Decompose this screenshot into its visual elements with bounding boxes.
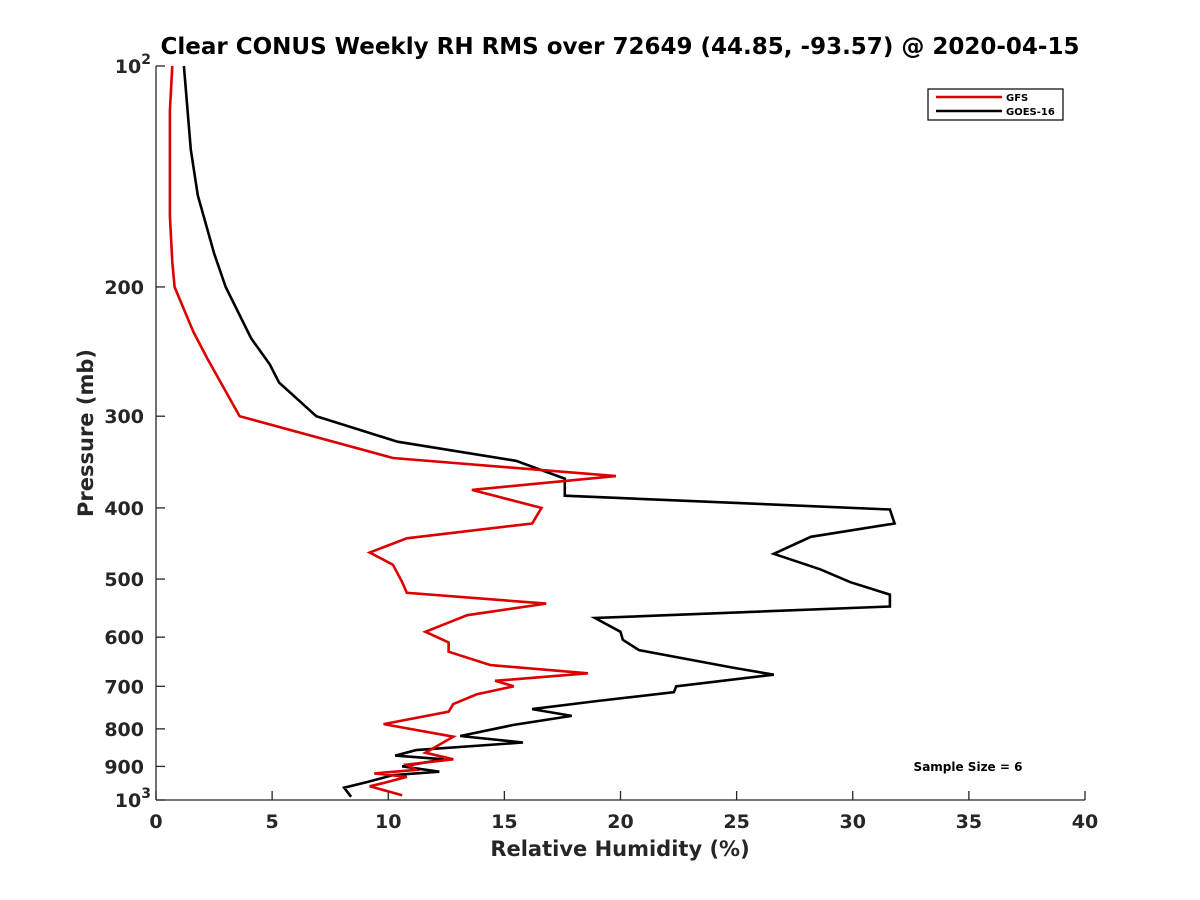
plot-area: 0 5 10 15 20 25 30 35 40 102 200 300 400 500 600 700 800…: [104, 52, 1098, 833]
y-tick-label: 300: [104, 406, 144, 428]
x-tick-label: 30: [840, 811, 866, 833]
x-tick-label: 0: [149, 811, 162, 833]
x-tick-label: 5: [266, 811, 279, 833]
y-tick-label: 400: [104, 498, 144, 520]
series-line-goes16: [182, 65, 897, 798]
x-tick-label: 25: [723, 811, 749, 833]
legend-label-gfs: GFS: [1006, 93, 1028, 104]
y-tick-label: 700: [104, 676, 144, 698]
series-line-gfs: [168, 65, 617, 797]
y-axis-label: Pressure (mb): [74, 349, 98, 517]
chart-title: Clear CONUS Weekly RH RMS over 72649 (44…: [161, 34, 1080, 60]
x-tick-label: 20: [607, 811, 633, 833]
y-tick-label: 500: [104, 569, 144, 591]
y-tick-label: 600: [104, 627, 144, 649]
x-tick-label: 40: [1072, 811, 1098, 833]
x-tick-label: 10: [375, 811, 401, 833]
y-tick-label: 102: [115, 52, 151, 78]
y-tick-label: 900: [104, 756, 144, 778]
x-tick-label: 15: [491, 811, 517, 833]
x-axis-label: Relative Humidity (%): [490, 837, 749, 861]
legend-label-goes16: GOES-16: [1006, 107, 1055, 118]
x-tick-label: 35: [956, 811, 982, 833]
y-tick-label: 200: [104, 277, 144, 299]
legend-box: [927, 88, 1064, 121]
legend: GFS GOES-16: [927, 88, 1064, 121]
y-tick-label: 103: [115, 786, 151, 812]
sample-size-annotation: Sample Size = 6: [914, 760, 1023, 774]
y-tick-label: 800: [104, 719, 144, 741]
